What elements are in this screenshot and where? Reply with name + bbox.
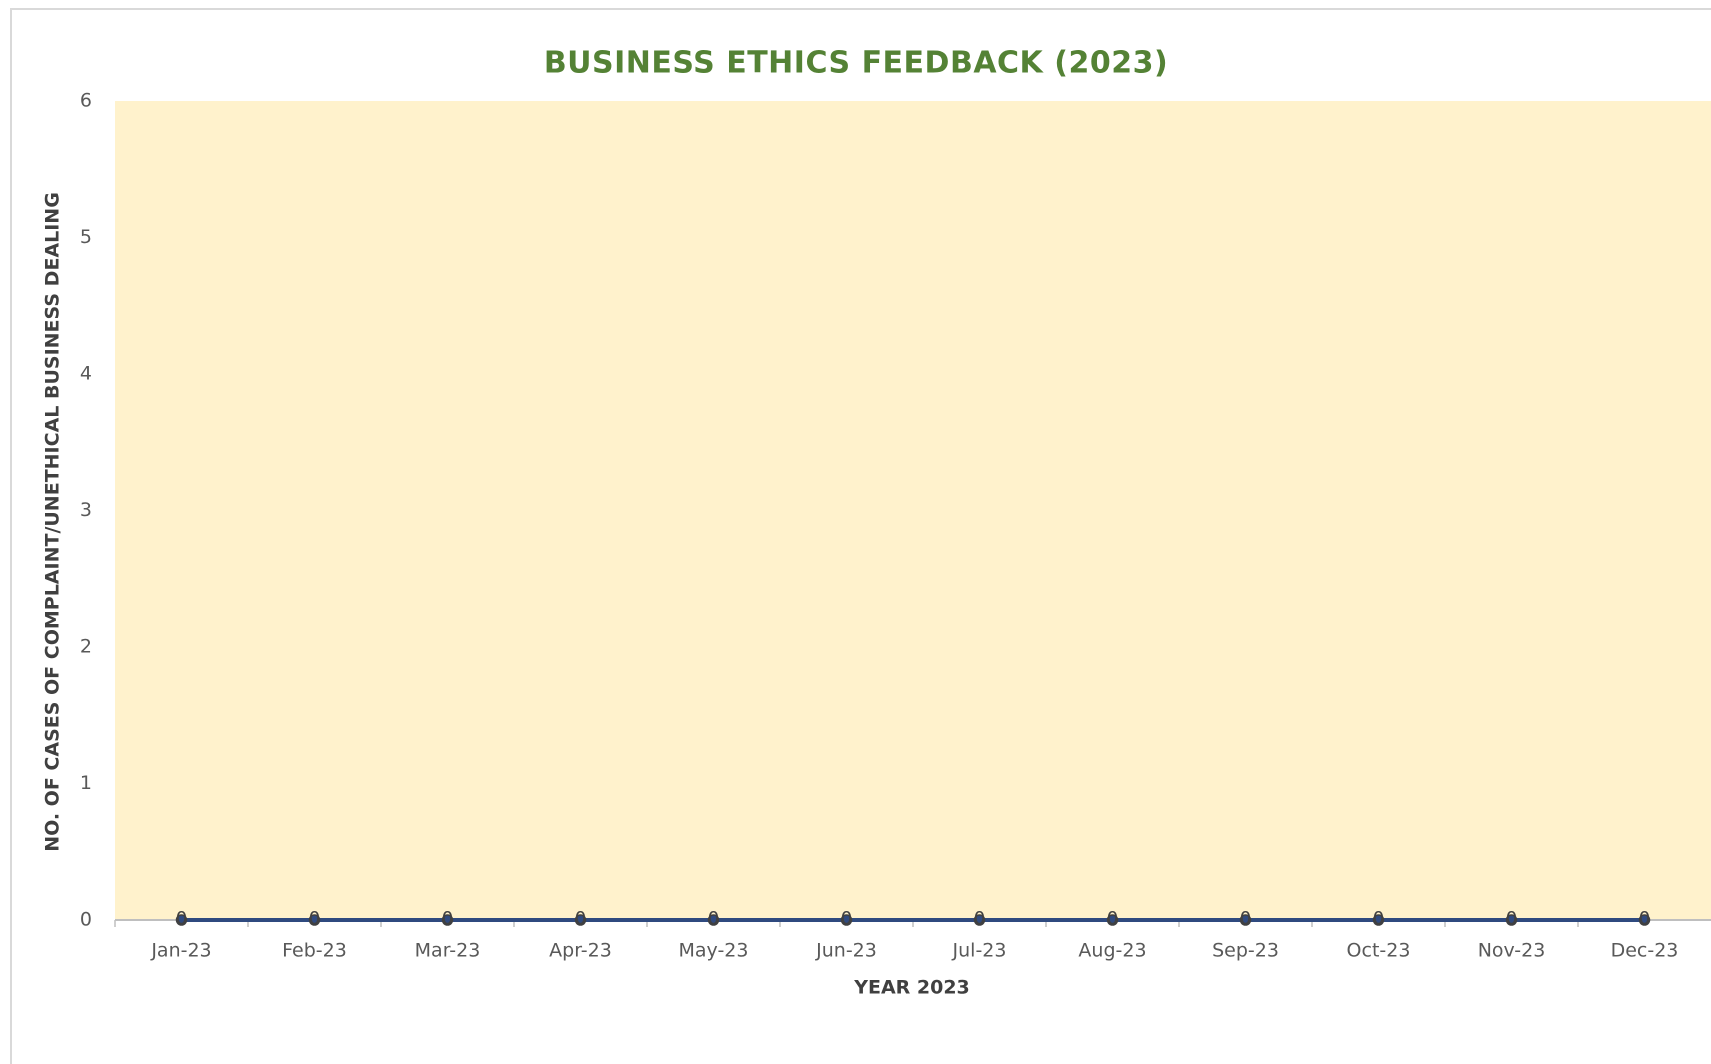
point <box>1638 914 1651 926</box>
point <box>973 914 986 926</box>
y-tick-label: 1 <box>80 772 92 794</box>
chart-frame <box>10 8 1711 1064</box>
point <box>574 914 587 926</box>
point <box>441 914 454 926</box>
data-label: 0 <box>974 908 985 929</box>
data-label: 0 <box>708 908 719 929</box>
x-tick-label: Dec-23 <box>1611 940 1679 962</box>
x-tick-label: Nov-23 <box>1478 940 1546 962</box>
data-label: 0 <box>1639 908 1650 929</box>
x-axis-title: YEAR 2023 <box>853 977 970 999</box>
y-tick-label: 4 <box>80 363 92 385</box>
point <box>1505 914 1518 926</box>
data-label: 0 <box>176 908 187 929</box>
x-tick-label: Jun-23 <box>815 940 877 962</box>
y-tick-label: 5 <box>80 226 92 248</box>
x-tick-label: Jan-23 <box>150 940 211 962</box>
data-label: 0 <box>442 908 453 929</box>
point <box>1106 914 1119 926</box>
point <box>840 914 853 926</box>
y-tick-label: 0 <box>80 909 92 931</box>
y-tick-label: 2 <box>80 636 92 658</box>
data-label: 0 <box>1240 908 1251 929</box>
x-tick-label: Apr-23 <box>549 940 612 962</box>
x-tick-label: Mar-23 <box>415 940 481 962</box>
x-tick-label: Oct-23 <box>1347 940 1411 962</box>
y-tick-label: 6 <box>80 90 92 112</box>
plot-area <box>115 101 1711 920</box>
y-axis-title: NO. OF CASES OF COMPLAINT/UNETHICAL BUSI… <box>42 192 64 852</box>
x-tick-label: Jul-23 <box>952 940 1007 962</box>
point <box>308 914 321 926</box>
data-label: 0 <box>1107 908 1118 929</box>
y-tick-label: 3 <box>80 499 92 521</box>
data-label: 0 <box>575 908 586 929</box>
data-label: 0 <box>309 908 320 929</box>
point <box>1372 914 1385 926</box>
data-label: 0 <box>1373 908 1384 929</box>
data-label: 0 <box>1506 908 1517 929</box>
point <box>707 914 720 926</box>
point <box>1239 914 1252 926</box>
x-tick-label: Sep-23 <box>1212 940 1279 962</box>
chart-title: BUSINESS ETHICS FEEDBACK (2023) <box>544 46 1168 81</box>
x-tick-label: May-23 <box>679 940 749 962</box>
x-tick-label: Aug-23 <box>1078 940 1146 962</box>
data-label: 0 <box>841 908 852 929</box>
point <box>175 914 188 926</box>
x-tick-label: Feb-23 <box>282 940 347 962</box>
